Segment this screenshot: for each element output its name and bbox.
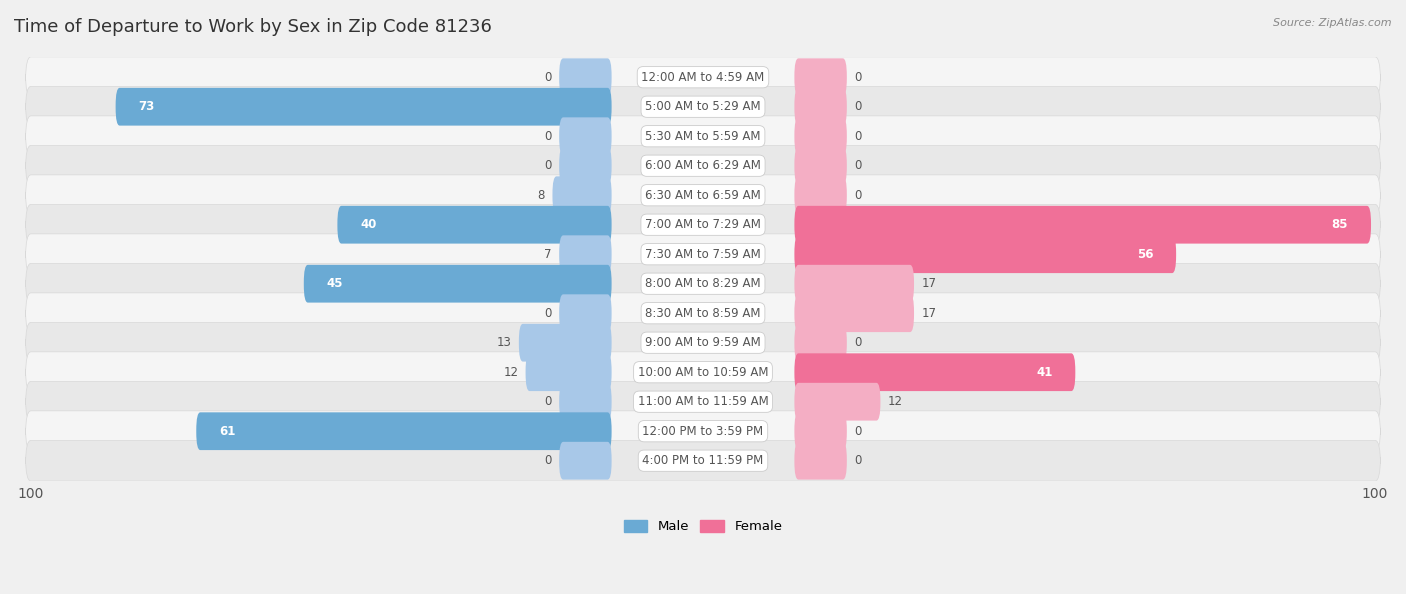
Text: 45: 45 — [326, 277, 343, 290]
FancyBboxPatch shape — [794, 412, 846, 450]
FancyBboxPatch shape — [526, 353, 612, 391]
Text: 85: 85 — [1331, 218, 1348, 231]
FancyBboxPatch shape — [25, 204, 1381, 245]
FancyBboxPatch shape — [25, 440, 1381, 481]
FancyBboxPatch shape — [794, 295, 914, 332]
FancyBboxPatch shape — [25, 323, 1381, 363]
Text: Source: ZipAtlas.com: Source: ZipAtlas.com — [1274, 18, 1392, 28]
FancyBboxPatch shape — [560, 118, 612, 155]
Text: 7: 7 — [544, 248, 551, 261]
FancyBboxPatch shape — [25, 175, 1381, 216]
Text: 0: 0 — [855, 100, 862, 113]
FancyBboxPatch shape — [519, 324, 612, 362]
Text: 0: 0 — [855, 129, 862, 143]
Text: 17: 17 — [921, 277, 936, 290]
FancyBboxPatch shape — [337, 206, 612, 244]
Text: 0: 0 — [855, 189, 862, 202]
FancyBboxPatch shape — [794, 206, 1371, 244]
Text: 56: 56 — [1137, 248, 1153, 261]
Text: 6:30 AM to 6:59 AM: 6:30 AM to 6:59 AM — [645, 189, 761, 202]
FancyBboxPatch shape — [197, 412, 612, 450]
FancyBboxPatch shape — [25, 234, 1381, 274]
FancyBboxPatch shape — [794, 147, 846, 185]
FancyBboxPatch shape — [25, 352, 1381, 393]
Text: 0: 0 — [855, 454, 862, 467]
FancyBboxPatch shape — [560, 58, 612, 96]
FancyBboxPatch shape — [794, 442, 846, 479]
FancyBboxPatch shape — [794, 265, 914, 302]
Text: 12:00 AM to 4:59 AM: 12:00 AM to 4:59 AM — [641, 71, 765, 84]
Text: 61: 61 — [219, 425, 235, 438]
FancyBboxPatch shape — [794, 118, 846, 155]
FancyBboxPatch shape — [25, 411, 1381, 451]
FancyBboxPatch shape — [560, 295, 612, 332]
FancyBboxPatch shape — [794, 353, 1076, 391]
FancyBboxPatch shape — [794, 383, 880, 421]
FancyBboxPatch shape — [304, 265, 612, 302]
Legend: Male, Female: Male, Female — [619, 514, 787, 539]
FancyBboxPatch shape — [553, 176, 612, 214]
Text: 8:00 AM to 8:29 AM: 8:00 AM to 8:29 AM — [645, 277, 761, 290]
Text: 73: 73 — [138, 100, 155, 113]
Text: 10:00 AM to 10:59 AM: 10:00 AM to 10:59 AM — [638, 366, 768, 379]
FancyBboxPatch shape — [25, 86, 1381, 127]
FancyBboxPatch shape — [25, 116, 1381, 157]
FancyBboxPatch shape — [560, 442, 612, 479]
FancyBboxPatch shape — [560, 383, 612, 421]
FancyBboxPatch shape — [794, 58, 846, 96]
Text: 41: 41 — [1036, 366, 1053, 379]
Text: 11:00 AM to 11:59 AM: 11:00 AM to 11:59 AM — [638, 395, 768, 408]
Text: 6:00 AM to 6:29 AM: 6:00 AM to 6:29 AM — [645, 159, 761, 172]
FancyBboxPatch shape — [25, 57, 1381, 97]
Text: 40: 40 — [360, 218, 377, 231]
Text: 17: 17 — [921, 307, 936, 320]
Text: 8: 8 — [537, 189, 546, 202]
Text: 5:30 AM to 5:59 AM: 5:30 AM to 5:59 AM — [645, 129, 761, 143]
Text: 9:00 AM to 9:59 AM: 9:00 AM to 9:59 AM — [645, 336, 761, 349]
FancyBboxPatch shape — [794, 176, 846, 214]
Text: 8:30 AM to 8:59 AM: 8:30 AM to 8:59 AM — [645, 307, 761, 320]
Text: 7:30 AM to 7:59 AM: 7:30 AM to 7:59 AM — [645, 248, 761, 261]
Text: 0: 0 — [855, 425, 862, 438]
FancyBboxPatch shape — [25, 293, 1381, 334]
Text: 0: 0 — [544, 307, 551, 320]
Text: 0: 0 — [855, 159, 862, 172]
Text: 12: 12 — [503, 366, 519, 379]
Text: 0: 0 — [544, 454, 551, 467]
Text: 0: 0 — [855, 336, 862, 349]
Text: 0: 0 — [855, 71, 862, 84]
Text: Time of Departure to Work by Sex in Zip Code 81236: Time of Departure to Work by Sex in Zip … — [14, 18, 492, 36]
Text: 5:00 AM to 5:29 AM: 5:00 AM to 5:29 AM — [645, 100, 761, 113]
FancyBboxPatch shape — [115, 88, 612, 125]
FancyBboxPatch shape — [560, 147, 612, 185]
FancyBboxPatch shape — [794, 324, 846, 362]
Text: 12: 12 — [887, 395, 903, 408]
FancyBboxPatch shape — [25, 263, 1381, 304]
Text: 0: 0 — [544, 71, 551, 84]
FancyBboxPatch shape — [560, 235, 612, 273]
FancyBboxPatch shape — [794, 88, 846, 125]
FancyBboxPatch shape — [25, 146, 1381, 186]
Text: 0: 0 — [544, 129, 551, 143]
Text: 0: 0 — [544, 159, 551, 172]
Text: 12:00 PM to 3:59 PM: 12:00 PM to 3:59 PM — [643, 425, 763, 438]
Text: 0: 0 — [544, 395, 551, 408]
Text: 7:00 AM to 7:29 AM: 7:00 AM to 7:29 AM — [645, 218, 761, 231]
Text: 4:00 PM to 11:59 PM: 4:00 PM to 11:59 PM — [643, 454, 763, 467]
FancyBboxPatch shape — [794, 235, 1177, 273]
Text: 13: 13 — [496, 336, 512, 349]
FancyBboxPatch shape — [25, 381, 1381, 422]
